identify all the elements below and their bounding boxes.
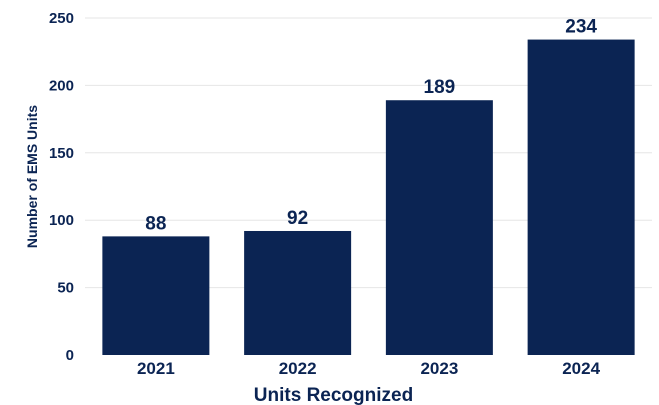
- bar-value-label: 189: [424, 77, 456, 98]
- y-tick-label: 50: [57, 280, 74, 297]
- bars: [102, 39, 635, 356]
- x-tick-label: 2021: [137, 359, 175, 378]
- bar-value-label: 88: [145, 213, 166, 234]
- x-axis-title: Units Recognized: [254, 385, 413, 405]
- y-tick-label: 150: [49, 145, 74, 162]
- y-tick-label: 250: [49, 10, 74, 27]
- x-tick-label: 2022: [279, 359, 317, 378]
- y-axis-title: Number of EMS Units: [24, 105, 40, 248]
- bar: [102, 236, 210, 355]
- x-tick-label: 2023: [420, 359, 458, 378]
- y-tick-label: 200: [49, 77, 74, 94]
- x-axis-ticks: 2021 2022 2023 2024: [137, 359, 601, 378]
- bar: [244, 230, 352, 355]
- bar: [527, 39, 635, 356]
- data-labels: 88 92 189 234: [145, 17, 597, 235]
- y-axis-ticks: 0 50 100 150 200 250: [49, 10, 74, 364]
- y-tick-label: 0: [66, 347, 74, 364]
- x-tick-label: 2024: [562, 359, 600, 378]
- bar: [385, 100, 493, 355]
- bar-value-label: 92: [287, 208, 308, 229]
- bar-value-label: 234: [565, 17, 597, 38]
- y-tick-label: 100: [49, 212, 74, 229]
